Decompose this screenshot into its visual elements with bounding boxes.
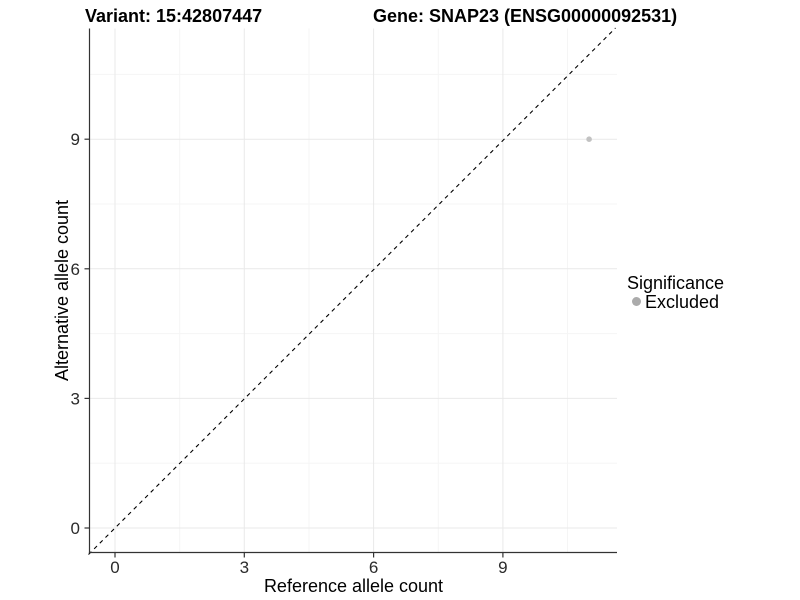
y-tick-label: 0 bbox=[71, 519, 80, 538]
x-tick-label: 6 bbox=[369, 558, 378, 577]
legend-point-icon bbox=[632, 297, 641, 306]
x-tick-label: 9 bbox=[498, 558, 507, 577]
y-tick-label: 6 bbox=[71, 260, 80, 279]
plot-panel bbox=[90, 28, 617, 553]
x-tick-labels: 0 3 6 9 bbox=[110, 558, 507, 577]
x-axis-title: Reference allele count bbox=[264, 576, 443, 596]
y-tick-label: 9 bbox=[71, 130, 80, 149]
plot-title-variant: Variant: 15:42807447 bbox=[85, 6, 262, 26]
y-tick-label: 3 bbox=[71, 389, 80, 408]
legend: Significance Excluded bbox=[627, 273, 724, 312]
x-tick-label: 0 bbox=[110, 558, 119, 577]
grid-minor bbox=[90, 28, 617, 552]
x-tick-label: 3 bbox=[240, 558, 249, 577]
y-tick-labels: 0 3 6 9 bbox=[71, 130, 80, 538]
grid-major bbox=[90, 28, 617, 552]
legend-title: Significance bbox=[627, 273, 724, 293]
plot-title-gene: Gene: SNAP23 (ENSG00000092531) bbox=[373, 6, 677, 26]
data-point bbox=[586, 136, 592, 142]
tick-marks bbox=[84, 138, 504, 558]
axis-lines bbox=[88, 28, 617, 554]
legend-item-excluded: Excluded bbox=[645, 292, 719, 312]
y-axis-title: Alternative allele count bbox=[52, 200, 72, 381]
